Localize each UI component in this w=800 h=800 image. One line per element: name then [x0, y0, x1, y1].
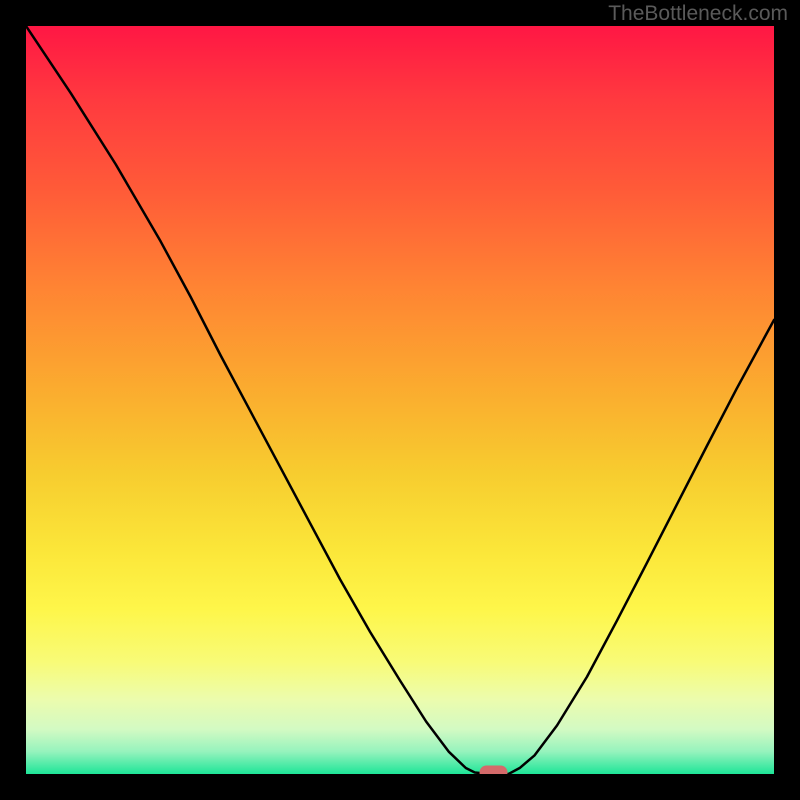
watermark-text: TheBottleneck.com: [608, 2, 788, 26]
optimal-marker: [480, 766, 508, 774]
bottleneck-chart: [26, 26, 774, 774]
chart-background-gradient: [26, 26, 774, 774]
